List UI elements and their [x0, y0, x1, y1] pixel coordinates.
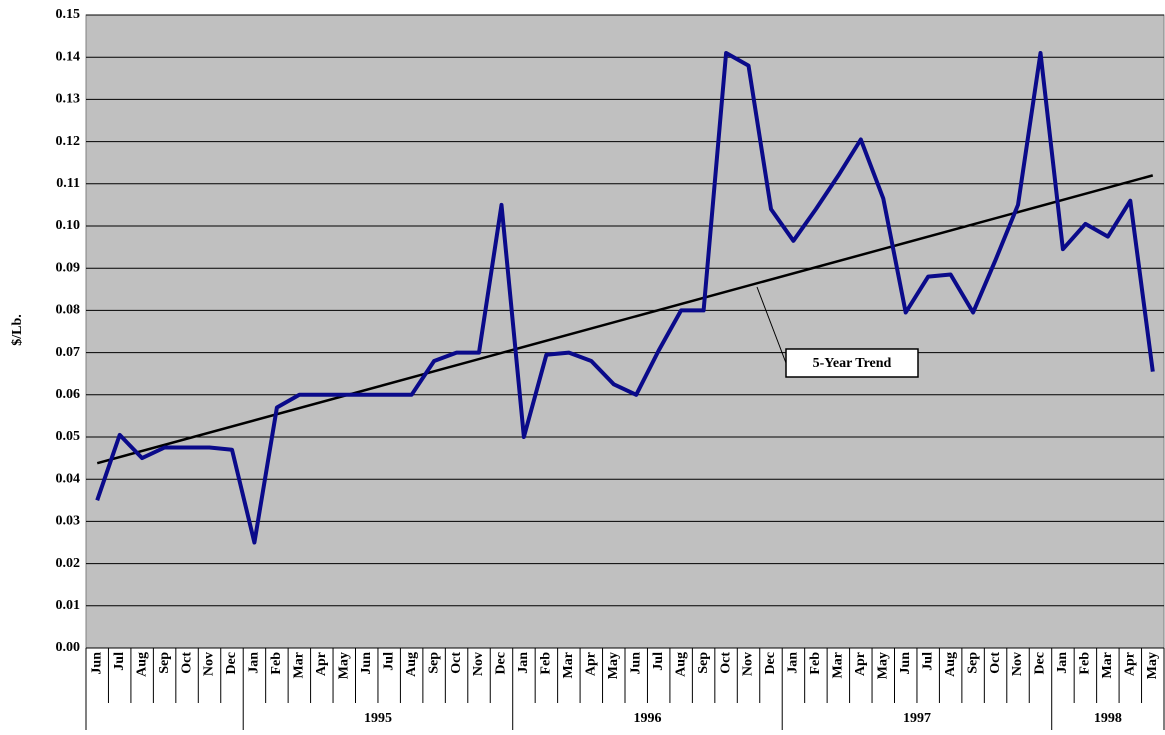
- y-tick-label: 0.02: [56, 556, 81, 571]
- y-tick-label: 0.10: [56, 218, 81, 233]
- x-tick-label: Jul: [920, 652, 935, 671]
- x-tick-label: Mar: [1100, 652, 1115, 678]
- x-tick-label: Feb: [808, 652, 823, 675]
- x-tick-label: Dec: [1033, 652, 1048, 675]
- x-tick-label: Jan: [247, 652, 262, 674]
- x-tick-label: Aug: [404, 652, 419, 677]
- x-tick-label: Jan: [516, 652, 531, 674]
- annotation-leader: [756, 286, 787, 364]
- x-tick-label: Apr: [584, 652, 599, 676]
- x-tick-label: May: [606, 652, 621, 679]
- y-tick-label: 0.06: [56, 387, 81, 402]
- x-tick-label: Sep: [696, 652, 711, 674]
- y-tick-label: 0.11: [56, 176, 80, 191]
- x-tick-label: Jan: [786, 652, 801, 674]
- y-tick-label: 0.12: [56, 134, 81, 149]
- x-tick-label: Sep: [157, 652, 172, 674]
- x-tick-label: Oct: [988, 652, 1003, 674]
- x-tick-label: Jun: [89, 652, 104, 675]
- x-tick-label: Nov: [471, 652, 486, 676]
- plot-area: [85, 14, 1165, 649]
- year-label: 1998: [1094, 711, 1122, 726]
- y-tick-label: 0.04: [56, 471, 81, 486]
- x-tick-label: May: [1145, 652, 1160, 679]
- x-tick-label: May: [875, 652, 890, 679]
- x-tick-label: Aug: [673, 652, 688, 677]
- x-tick-label: Sep: [426, 652, 441, 674]
- x-tick-label: Mar: [561, 652, 576, 678]
- x-tick-label: Oct: [718, 652, 733, 674]
- x-tick-label: Jun: [359, 652, 374, 675]
- y-tick-label: 0.14: [56, 49, 81, 64]
- annotation-label: 5-Year Trend: [813, 356, 892, 371]
- year-label: 1996: [633, 711, 661, 726]
- x-tick-label: Jul: [651, 652, 666, 671]
- data-line: [95, 51, 1155, 545]
- annotation-box: [785, 348, 919, 378]
- x-tick-label: Dec: [494, 652, 509, 675]
- x-tick-label: Feb: [269, 652, 284, 675]
- x-tick-label: Mar: [292, 652, 307, 678]
- y-tick-label: 0.09: [56, 260, 81, 275]
- x-tick-label: Nov: [741, 652, 756, 676]
- x-tick-label: Dec: [763, 652, 778, 675]
- year-label: 1997: [903, 711, 931, 726]
- x-tick-label: Aug: [943, 652, 958, 677]
- x-tick-label: May: [336, 652, 351, 679]
- x-tick-label: Nov: [1010, 652, 1025, 676]
- y-tick-label: 0.08: [56, 303, 81, 318]
- y-tick-label: 0.00: [56, 640, 81, 655]
- y-tick-label: 0.13: [56, 92, 81, 107]
- year-label: 1995: [364, 711, 392, 726]
- x-tick-label: Jan: [1055, 652, 1070, 674]
- y-tick-label: 0.01: [56, 598, 81, 613]
- trend-line: [96, 174, 1154, 465]
- x-tick-label: Feb: [539, 652, 554, 675]
- x-tick-label: Jul: [112, 652, 127, 671]
- y-tick-label: 0.15: [56, 7, 81, 22]
- x-tick-label: Apr: [314, 652, 329, 676]
- x-tick-label: Feb: [1078, 652, 1093, 675]
- y-tick-label: 0.03: [56, 514, 81, 529]
- x-tick-label: Apr: [853, 652, 868, 676]
- x-tick-label: Nov: [202, 652, 217, 676]
- x-tick-label: Oct: [449, 652, 464, 674]
- x-tick-label: Apr: [1123, 652, 1138, 676]
- y-tick-label: 0.05: [56, 429, 81, 444]
- x-tick-label: Mar: [831, 652, 846, 678]
- x-tick-label: Aug: [134, 652, 149, 677]
- x-tick-label: Jul: [381, 652, 396, 671]
- x-tick-label: Sep: [965, 652, 980, 674]
- y-tick-label: 0.07: [56, 345, 81, 360]
- x-tick-label: Jun: [898, 652, 913, 675]
- y-axis-label: $/Lb.: [10, 314, 25, 346]
- x-tick-label: Oct: [179, 652, 194, 674]
- x-tick-label: Jun: [628, 652, 643, 675]
- x-tick-label: Dec: [224, 652, 239, 675]
